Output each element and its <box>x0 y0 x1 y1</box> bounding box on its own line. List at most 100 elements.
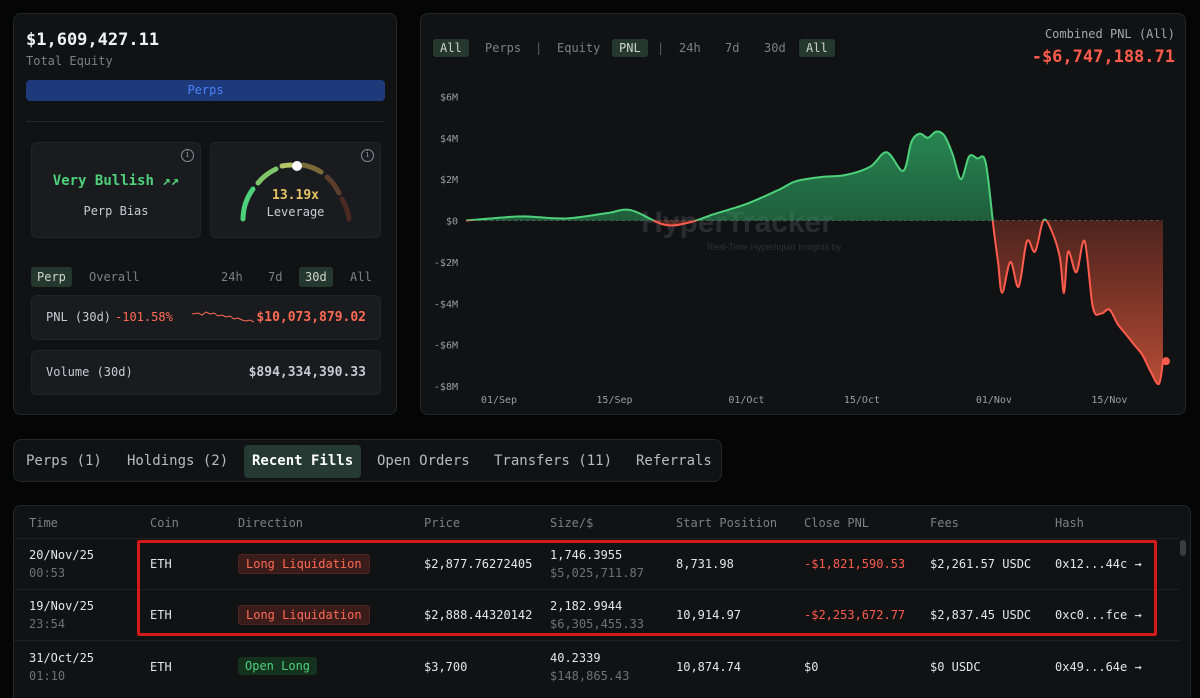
fill-coin[interactable]: ETH <box>150 557 172 571</box>
main-tabs: Perps (1) Holdings (2) Recent Fills Open… <box>13 439 722 482</box>
leverage-label: Leverage <box>266 205 325 219</box>
volume-card: Volume (30d) $894,334,390.33 <box>31 350 381 395</box>
tab-perp[interactable]: Perp <box>31 267 72 287</box>
toggle-perps[interactable]: Perps <box>485 41 522 55</box>
total-equity-label: Total Equity <box>26 54 113 68</box>
leverage-card: i 13.19x Leverage <box>210 142 381 238</box>
info-icon[interactable]: i <box>181 149 194 162</box>
toggle-pnl[interactable]: PNL <box>612 39 648 57</box>
x-tick-label: 15/Nov <box>1091 395 1127 406</box>
toggle-all-accounts[interactable]: All <box>433 39 469 57</box>
y-tick-label: -$4M <box>434 299 458 310</box>
col-size[interactable]: Size/$ <box>550 516 594 530</box>
fill-hash-link[interactable]: 0x49...64e → <box>1055 660 1142 674</box>
total-equity-value: $1,609,427.11 <box>26 30 160 50</box>
tab-30d[interactable]: 30d <box>299 267 333 287</box>
fill-usd: $6,305,455.33 <box>550 617 644 631</box>
direction-badge: Open Long <box>238 657 318 675</box>
fill-date: 20/Nov/25 <box>29 548 95 562</box>
fills-table: Time Coin Direction Price Size/$ Start P… <box>13 505 1191 698</box>
fill-price: $3,700 <box>424 660 468 674</box>
leverage-value: 13.19x <box>272 188 319 203</box>
fill-start-position: 8,731.98 <box>676 557 734 571</box>
fill-coin[interactable]: ETH <box>150 660 172 674</box>
range-all[interactable]: All <box>799 39 835 57</box>
tab-overall[interactable]: Overall <box>89 270 140 284</box>
table-row: 20/Nov/25 00:53 ETH Long Liquidation $2,… <box>14 538 1179 589</box>
y-tick-label: -$6M <box>434 341 458 352</box>
tab-perps[interactable]: Perps (1) <box>26 453 102 469</box>
scrollbar[interactable] <box>1180 540 1186 556</box>
fill-size: 1,746.3955 <box>550 548 623 562</box>
leverage-gauge <box>240 161 352 222</box>
tab-referrals[interactable]: Referrals <box>636 453 712 469</box>
range-24h[interactable]: 24h <box>679 41 701 55</box>
col-price[interactable]: Price <box>424 516 461 530</box>
fill-hash-link[interactable]: 0xc0...fce → <box>1055 608 1142 622</box>
tab-7d[interactable]: 7d <box>268 270 283 284</box>
fill-usd: $148,865.43 <box>550 669 630 683</box>
pnl-card: PNL (30d) -101.58% $10,073,879.02 <box>31 295 381 340</box>
separator: | <box>535 41 543 55</box>
range-7d[interactable]: 7d <box>725 41 740 55</box>
fill-price: $2,888.44320142 <box>424 608 533 622</box>
area-positive <box>466 131 1047 221</box>
combined-pnl-label: Combined PNL (All) <box>1044 27 1175 41</box>
tab-open-orders[interactable]: Open Orders <box>377 453 470 469</box>
fill-time: 00:53 <box>29 566 66 580</box>
summary-panel: $1,609,427.11 Total Equity Perps i Very … <box>13 13 397 415</box>
col-coin[interactable]: Coin <box>150 516 179 530</box>
pnl-label: PNL (30d) <box>46 310 112 324</box>
fill-close-pnl: -$2,253,672.77 <box>804 608 906 622</box>
fill-close-pnl: -$1,821,590.53 <box>804 557 906 571</box>
trending-up-icon: ↗↗ <box>162 173 180 189</box>
area-negative <box>466 220 1163 385</box>
bias-label: Perp Bias <box>83 204 149 218</box>
perps-allocation-bar[interactable]: Perps <box>26 80 385 101</box>
gauge-needle-dot <box>292 161 302 171</box>
x-tick-label: 01/Nov <box>976 395 1012 406</box>
col-start-position[interactable]: Start Position <box>676 516 778 530</box>
direction-badge: Long Liquidation <box>238 554 370 574</box>
fill-coin[interactable]: ETH <box>150 608 172 622</box>
pnl-sparkline <box>192 311 254 323</box>
volume-label: Volume (30d) <box>46 365 133 379</box>
col-hash[interactable]: Hash <box>1055 516 1084 530</box>
tab-all[interactable]: All <box>350 270 372 284</box>
x-tick-label: 01/Sep <box>481 395 517 406</box>
col-fees[interactable]: Fees <box>930 516 959 530</box>
tab-recent-fills[interactable]: Recent Fills <box>244 445 362 478</box>
series-line-positive <box>465 130 1048 221</box>
direction-badge: Long Liquidation <box>238 605 370 625</box>
tab-transfers[interactable]: Transfers (11) <box>494 453 613 469</box>
y-tick-label: $4M <box>440 134 458 145</box>
x-tick-label: 15/Sep <box>596 395 632 406</box>
x-tick-label: 01/Oct <box>728 395 764 406</box>
fill-price: $2,877.76272405 <box>424 557 533 571</box>
info-icon[interactable]: i <box>361 149 374 162</box>
pnl-percent: -101.58% <box>115 310 173 324</box>
col-close-pnl[interactable]: Close PNL <box>804 516 870 530</box>
toggle-equity[interactable]: Equity <box>557 41 601 55</box>
series-line-negative <box>465 220 1164 386</box>
y-tick-label: -$8M <box>434 382 458 393</box>
col-direction[interactable]: Direction <box>238 516 304 530</box>
y-tick-label: $2M <box>440 175 458 186</box>
fill-fees: $2,261.57 USDC <box>930 557 1032 571</box>
fill-hash-link[interactable]: 0x12...44c → <box>1055 557 1142 571</box>
col-time[interactable]: Time <box>29 516 58 530</box>
fill-date: 19/Nov/25 <box>29 599 95 613</box>
fill-time: 23:54 <box>29 617 66 631</box>
tab-24h[interactable]: 24h <box>221 270 243 284</box>
fill-time: 01:10 <box>29 669 66 683</box>
separator: | <box>657 41 665 55</box>
divider <box>26 121 385 122</box>
table-row: 19/Nov/25 23:54 ETH Long Liquidation $2,… <box>14 589 1179 640</box>
fill-close-pnl: $0 <box>804 660 819 674</box>
fill-usd: $5,025,711.87 <box>550 566 644 580</box>
highlight-box <box>137 540 1157 636</box>
range-30d[interactable]: 30d <box>764 41 786 55</box>
watermark-sub: Real-Time Hyperliquid Insights by <box>707 242 842 252</box>
tab-holdings[interactable]: Holdings (2) <box>127 453 229 469</box>
